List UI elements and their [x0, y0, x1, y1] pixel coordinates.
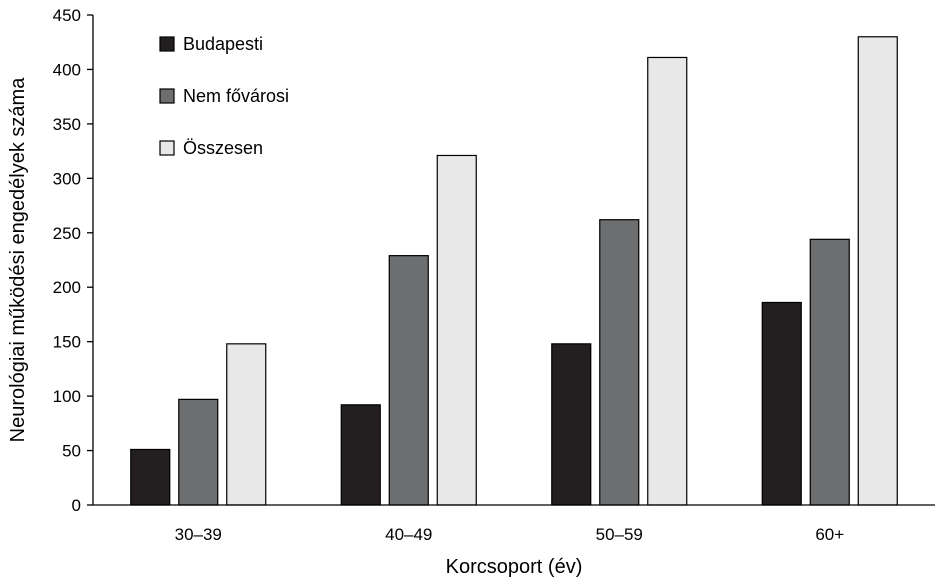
bar-budapesti [761, 301, 802, 506]
y-axis-title: Neurológiai működési engedélyek száma [7, 77, 29, 443]
y-tick-label: 150 [53, 333, 81, 352]
y-tick-label: 250 [53, 224, 81, 243]
x-tick-label: 30–39 [175, 525, 222, 544]
x-axis-ticks: 30–39 40–49 50–59 60+ [175, 525, 845, 544]
legend-label: Budapesti [183, 34, 263, 54]
y-axis-ticks: 0 50 100 150 200 250 300 350 400 450 [53, 6, 93, 515]
y-tick-label: 0 [72, 496, 81, 515]
y-tick-label: 450 [53, 6, 81, 25]
bar-nem-fovarosi [809, 238, 850, 506]
bar-budapesti [130, 448, 171, 506]
legend-label: Nem fővárosi [183, 86, 289, 106]
y-tick-label: 100 [53, 387, 81, 406]
y-tick-label: 350 [53, 115, 81, 134]
bars [130, 36, 898, 506]
y-tick-label: 300 [53, 169, 81, 188]
bar-nem-fovarosi [178, 398, 219, 506]
bar-budapesti [551, 343, 592, 506]
x-tick-label: 60+ [815, 525, 844, 544]
legend-swatch [159, 88, 175, 104]
y-tick-label: 200 [53, 278, 81, 297]
bar-nem-fovarosi [388, 255, 429, 506]
y-tick-label: 400 [53, 60, 81, 79]
legend-swatch [159, 36, 175, 52]
bar-osszesen [226, 343, 267, 506]
y-tick-label: 50 [62, 442, 81, 461]
x-tick-label: 40–49 [385, 525, 432, 544]
legend-swatch [159, 140, 175, 156]
x-axis-title: Korcsoport (év) [446, 556, 583, 578]
bar-budapesti [340, 404, 381, 506]
legend-label: Összesen [183, 138, 263, 158]
bar-osszesen [436, 154, 477, 506]
bar-nem-fovarosi [599, 219, 640, 506]
bar-osszesen [857, 36, 898, 506]
bar-osszesen [647, 56, 688, 506]
legend: Budapesti Nem fővárosi Összesen [159, 34, 289, 158]
x-tick-label: 50–59 [596, 525, 643, 544]
